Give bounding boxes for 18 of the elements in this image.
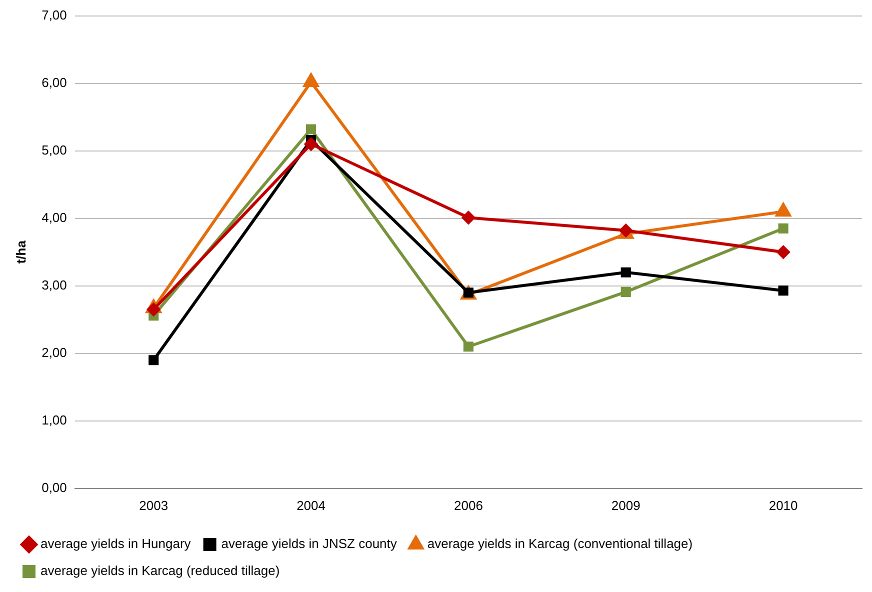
x-tick-label: 2009 [611, 498, 640, 513]
y-tick-label: 2,00 [42, 344, 67, 360]
y-axis-title: t/ha [13, 240, 28, 264]
y-tick-label: 0,00 [42, 480, 67, 495]
legend-label: average yields in Karcag (reduced tillage) [40, 563, 280, 578]
y-tick-label: 5,00 [42, 142, 67, 158]
y-tick-label: 1,00 [42, 412, 67, 428]
y-tick-label: 3,00 [42, 277, 67, 292]
y-tick-label: 7,00 [42, 7, 67, 22]
x-tick-label: 2003 [139, 498, 168, 513]
x-tick-label: 2004 [296, 498, 326, 513]
x-tick-label: 2010 [768, 498, 798, 513]
x-tick-label: 2006 [454, 498, 483, 513]
y-tick-label: 4,00 [42, 210, 67, 225]
legend-label: average yields in Hungary [40, 536, 192, 552]
legend-label: average yields in JNSZ county [221, 536, 398, 552]
legend-label: average yields in Karcag (conventional tillage) [427, 536, 693, 552]
y-tick-label: 6,00 [42, 74, 67, 90]
